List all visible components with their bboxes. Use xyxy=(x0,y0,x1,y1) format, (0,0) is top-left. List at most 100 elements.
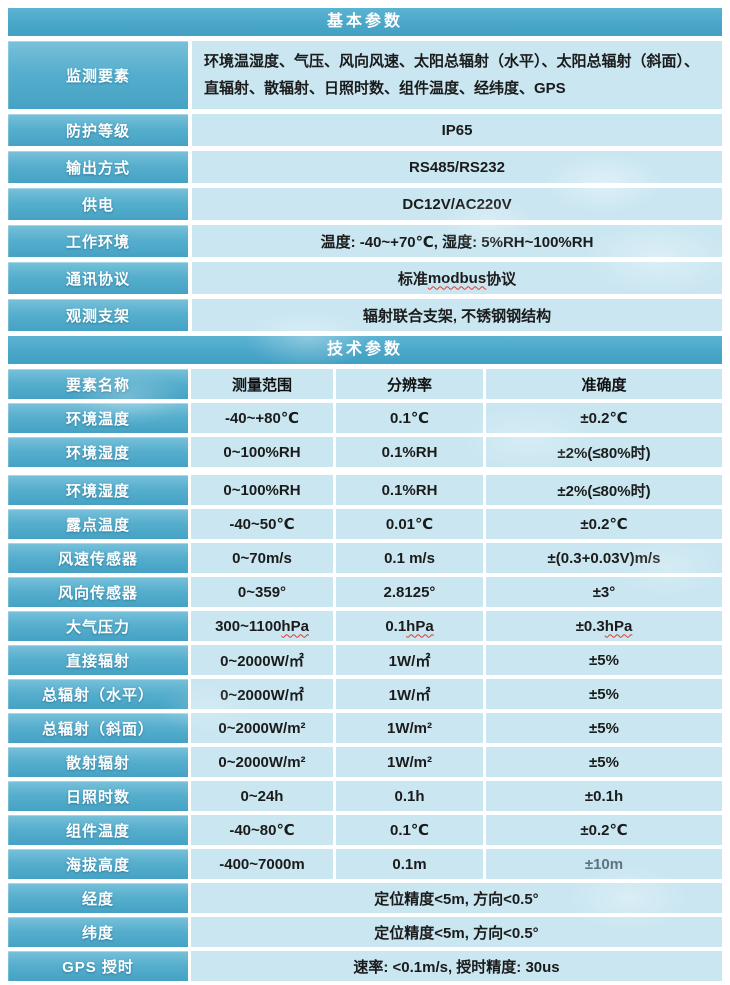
row-label: 总辐射（斜面） xyxy=(8,713,188,743)
tech-row: 组件温度 -40~80℃ 0.1℃ ±0.2℃ xyxy=(8,815,722,845)
cell-resolution: 0.1℃ xyxy=(336,815,483,845)
cell-range: -40~+80℃ xyxy=(191,403,333,433)
cell-resolution: 0.01℃ xyxy=(336,509,483,539)
row-value: DC12V/AC220V xyxy=(192,188,722,220)
row-value-span: 速率: <0.1m/s, 授时精度: 30us xyxy=(191,951,722,981)
cell-range: -40~50℃ xyxy=(191,509,333,539)
cell-range: 0~100%RH xyxy=(191,437,333,467)
misspelled-word: hPa xyxy=(604,617,633,635)
row-value: 标准 modbus 协议 xyxy=(192,262,722,294)
cell-accuracy: ±2%(≤80%时) xyxy=(486,475,722,505)
row-label: 组件温度 xyxy=(8,815,188,845)
cell-resolution: 2.8125° xyxy=(336,577,483,607)
cell-resolution: 0.1℃ xyxy=(336,403,483,433)
cell-resolution: 1W/m² xyxy=(336,713,483,743)
row-value-span: 定位精度<5m, 方向<0.5° xyxy=(191,917,722,947)
basic-row: 观测支架 辐射联合支架, 不锈钢钢结构 xyxy=(8,299,722,331)
tech-row: 环境湿度 0~100%RH 0.1%RH ±2%(≤80%时) xyxy=(8,437,722,467)
cell-accuracy: ±(0.3+0.03V)m/s xyxy=(486,543,722,573)
cell-range: 0~2000W/㎡ xyxy=(191,645,333,675)
row-label: 环境温度 xyxy=(8,403,188,433)
row-label: 露点温度 xyxy=(8,509,188,539)
cell-resolution: 0.1 m/s xyxy=(336,543,483,573)
row-value-span: 定位精度<5m, 方向<0.5° xyxy=(191,883,722,913)
basic-params-header: 基本参数 xyxy=(8,8,722,36)
cell-accuracy: ±5% xyxy=(486,645,722,675)
misspelled-word: hPa xyxy=(406,617,434,635)
tech-row: 总辐射（斜面） 0~2000W/m² 1W/m² ±5% xyxy=(8,713,722,743)
tech-params-header: 技术参数 xyxy=(8,336,722,364)
cell-range: -40~80℃ xyxy=(191,815,333,845)
cell-accuracy: ±5% xyxy=(486,747,722,777)
row-label: 海拔高度 xyxy=(8,849,188,879)
cell-accuracy: ±0.2℃ xyxy=(486,815,722,845)
cell-accuracy: ±5% xyxy=(486,679,722,709)
row-label: 散射辐射 xyxy=(8,747,188,777)
cell-resolution: 0.1%RH xyxy=(336,437,483,467)
cell-range: 0~70m/s xyxy=(191,543,333,573)
cell-range: 0~24h xyxy=(191,781,333,811)
cell-accuracy: ±0.1h xyxy=(486,781,722,811)
tech-params-table: 要素名称 测量范围 分辨率 准确度 环境温度 -40~+80℃ 0.1℃ ±0.2℃ 环境湿度 0… xyxy=(8,369,722,981)
column-header-accuracy: 准确度 xyxy=(486,369,722,399)
row-label: 工作环境 xyxy=(8,225,188,257)
basic-row: 通讯协议 标准 modbus 协议 xyxy=(8,262,722,294)
misspelled-word: modbus xyxy=(427,269,487,287)
basic-row: 防护等级 IP65 xyxy=(8,114,722,146)
cell-accuracy: ±2%(≤80%时) xyxy=(486,437,722,467)
misspelled-word: hPa xyxy=(281,617,309,635)
tech-row: GPS 授时 速率: <0.1m/s, 授时精度: 30us xyxy=(8,951,722,981)
row-label: 环境湿度 xyxy=(8,437,188,467)
cell-accuracy: ±0.3 hPa xyxy=(486,611,722,641)
cell-accuracy: ±5% xyxy=(486,713,722,743)
row-value: IP65 xyxy=(192,114,722,146)
row-value: RS485/RS232 xyxy=(192,151,722,183)
row-label: 大气压力 xyxy=(8,611,188,641)
tech-row: 露点温度 -40~50℃ 0.01℃ ±0.2℃ xyxy=(8,509,722,539)
row-label: 经度 xyxy=(8,883,188,913)
tech-row: 直接辐射 0~2000W/㎡ 1W/㎡ ±5% xyxy=(8,645,722,675)
tech-row: 经度 定位精度<5m, 方向<0.5° xyxy=(8,883,722,913)
cell-range: 0~359° xyxy=(191,577,333,607)
tech-row: 风速传感器 0~70m/s 0.1 m/s ±(0.3+0.03V)m/s xyxy=(8,543,722,573)
row-label: 风向传感器 xyxy=(8,577,188,607)
tech-row: 海拔高度 -400~7000m 0.1m ±10m xyxy=(8,849,722,879)
cell-range: 300~1100 hPa xyxy=(191,611,333,641)
tech-row: 总辐射（水平） 0~2000W/㎡ 1W/㎡ ±5% xyxy=(8,679,722,709)
row-value: 环境温湿度、气压、风向风速、太阳总辐射（水平）、太阳总辐射（斜面）、直辐射、散辐… xyxy=(192,41,722,109)
cell-accuracy: ±0.2℃ xyxy=(486,403,722,433)
tech-row: 纬度 定位精度<5m, 方向<0.5° xyxy=(8,917,722,947)
tech-row: 环境温度 -40~+80℃ 0.1℃ ±0.2℃ xyxy=(8,403,722,433)
basic-row: 工作环境 温度: -40~+70℃, 湿度: 5%RH~100%RH xyxy=(8,225,722,257)
cell-accuracy: ±3° xyxy=(486,577,722,607)
tech-row: 散射辐射 0~2000W/m² 1W/m² ±5% xyxy=(8,747,722,777)
row-label: 通讯协议 xyxy=(8,262,188,294)
cell-resolution: 0.1 hPa xyxy=(336,611,483,641)
row-label: 观测支架 xyxy=(8,299,188,331)
basic-params-table: 监测要素 环境温湿度、气压、风向风速、太阳总辐射（水平）、太阳总辐射（斜面）、直辐… xyxy=(8,41,722,331)
cell-range: 0~2000W/㎡ xyxy=(191,679,333,709)
cell-resolution: 0.1%RH xyxy=(336,475,483,505)
row-label: 总辐射（水平） xyxy=(8,679,188,709)
cell-resolution: 1W/㎡ xyxy=(336,679,483,709)
row-label: 日照时数 xyxy=(8,781,188,811)
row-label: 环境湿度 xyxy=(8,475,188,505)
cell-accuracy: ±10m xyxy=(486,849,722,879)
column-header-element-name: 要素名称 xyxy=(8,369,188,399)
row-label: 纬度 xyxy=(8,917,188,947)
row-label: 监测要素 xyxy=(8,41,188,109)
cell-resolution: 1W/㎡ xyxy=(336,645,483,675)
cell-range: 0~100%RH xyxy=(191,475,333,505)
cell-resolution: 1W/m² xyxy=(336,747,483,777)
row-label: 输出方式 xyxy=(8,151,188,183)
row-label: 防护等级 xyxy=(8,114,188,146)
basic-row: 供电 DC12V/AC220V xyxy=(8,188,722,220)
row-value: 辐射联合支架, 不锈钢钢结构 xyxy=(192,299,722,331)
tech-row: 风向传感器 0~359° 2.8125° ±3° xyxy=(8,577,722,607)
cell-range: 0~2000W/m² xyxy=(191,713,333,743)
tech-header-row: 要素名称 测量范围 分辨率 准确度 xyxy=(8,369,722,399)
cell-resolution: 0.1h xyxy=(336,781,483,811)
row-label: 供电 xyxy=(8,188,188,220)
row-label: GPS 授时 xyxy=(8,951,188,981)
